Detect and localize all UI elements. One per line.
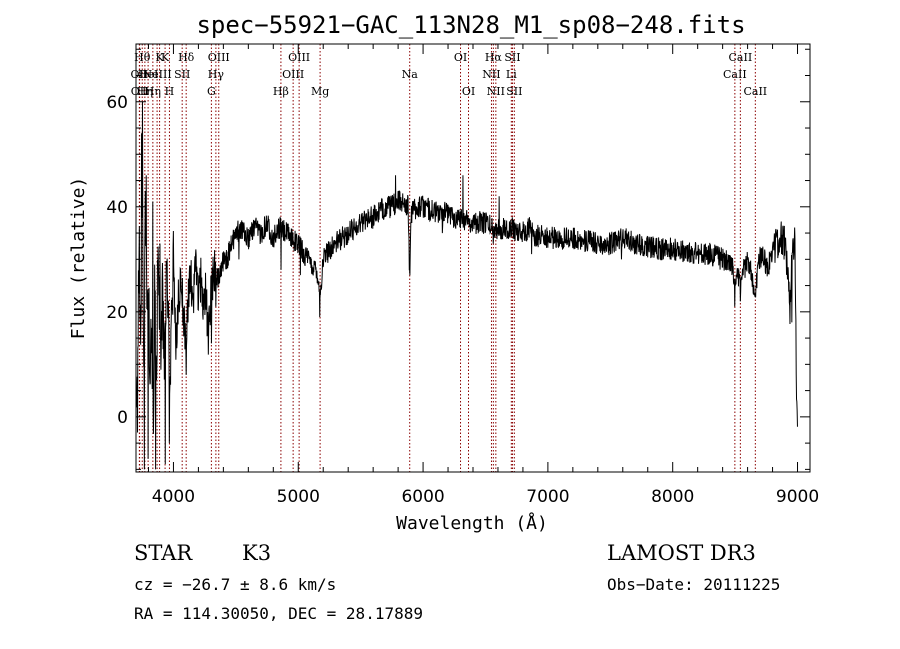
- line-label-12: G: [207, 85, 216, 98]
- line-label-9: H: [165, 85, 175, 98]
- line-label-0: OII: [131, 68, 149, 81]
- line-label-26: SII: [504, 51, 520, 64]
- y-tick-label-3: 60: [106, 93, 128, 113]
- x-tick-label-3: 7000: [526, 487, 569, 507]
- line-label-17: OIII: [288, 51, 310, 64]
- x-tick-label-2: 6000: [401, 487, 444, 507]
- line-label-24: NII: [487, 85, 505, 98]
- line-label-1: OII: [131, 85, 149, 98]
- line-label-16: OIII: [282, 68, 304, 81]
- line-label-22: NII: [482, 68, 500, 81]
- line-label-20: OI: [454, 51, 467, 64]
- line-label-15: Hβ: [273, 85, 289, 98]
- y-axis-label: Flux (relative): [68, 177, 89, 340]
- x-tick-label-4: 8000: [651, 487, 694, 507]
- line-label-2: Hθ: [134, 51, 151, 64]
- object-subclass: K3: [242, 541, 271, 565]
- y-tick-label-0: 0: [117, 408, 128, 428]
- line-label-11: Hδ: [178, 51, 195, 64]
- line-label-8: K: [161, 51, 170, 64]
- obs-date: Obs−Date: 20111225: [607, 575, 780, 594]
- line-label-21: OI: [462, 85, 475, 98]
- line-label-25: Li: [506, 68, 517, 81]
- line-label-30: CaII: [743, 85, 767, 98]
- x-tick-label-5: 9000: [776, 487, 819, 507]
- coordinates-text: RA = 114.30050, DEC = 28.17889: [134, 604, 423, 623]
- line-label-5: Hη: [145, 85, 161, 98]
- line-label-4: HeI: [138, 68, 158, 81]
- x-axis-label: Wavelength (Å): [396, 512, 548, 534]
- x-tick-label-0: 4000: [152, 487, 195, 507]
- line-label-13: Hγ: [208, 68, 225, 81]
- x-tick-label-1: 5000: [277, 487, 320, 507]
- line-label-19: Na: [402, 68, 419, 81]
- redshift-text: cz = −26.7 ± 8.6 km/s: [134, 575, 336, 594]
- line-label-18: Mg: [311, 85, 329, 98]
- y-tick-label-2: 40: [106, 198, 128, 218]
- spectral-line-labels: OII OII Hθ Hη HeI Hη NeIII KK H SII Hδ G Hγ OIII Hβ OII…: [131, 51, 768, 98]
- line-label-29: CaII: [729, 51, 753, 64]
- y-axis-ticks: 0 20 40 60: [106, 48, 810, 470]
- line-label-6: NeIII: [143, 68, 172, 81]
- y-tick-label-1: 20: [106, 303, 128, 323]
- chart-title: spec−55921−GAC_113N28_M1_sp08−248.fits: [196, 11, 745, 39]
- line-label-7: K: [155, 51, 164, 64]
- line-label-10: SII: [174, 68, 190, 81]
- survey-name: LAMOST DR3: [607, 541, 756, 565]
- line-label-14: OIII: [208, 51, 230, 64]
- line-label-23: Hα: [485, 51, 503, 64]
- spectrum-line: [135, 101, 798, 470]
- line-label-27: SII: [506, 85, 522, 98]
- object-class: STAR: [134, 541, 193, 565]
- line-label-3: Hη: [137, 85, 153, 98]
- x-axis-ticks: 4000 5000 6000 7000 8000 9000: [147, 44, 819, 507]
- line-label-28: CaII: [723, 68, 747, 81]
